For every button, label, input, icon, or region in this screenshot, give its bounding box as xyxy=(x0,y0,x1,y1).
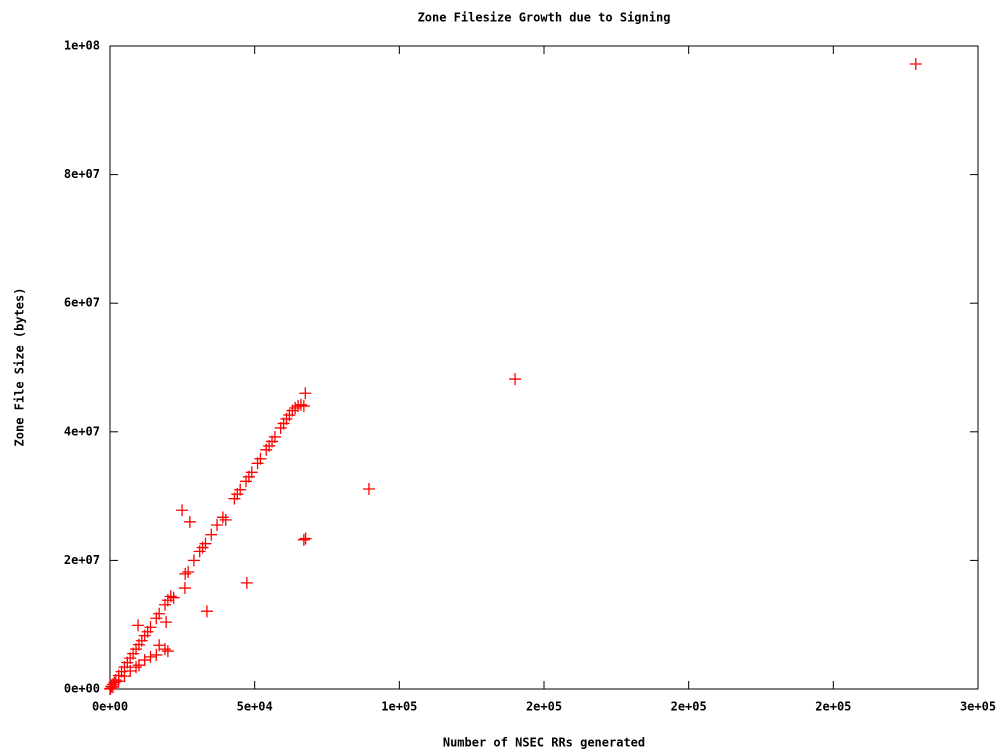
point xyxy=(138,654,151,667)
point xyxy=(183,515,196,528)
point xyxy=(164,590,177,603)
y-tick-label: 0e+00 xyxy=(64,682,100,696)
y-tick-label: 2e+07 xyxy=(64,553,100,567)
x-tick-label: 2e+05 xyxy=(526,700,562,714)
point xyxy=(909,58,922,71)
point xyxy=(187,554,200,567)
point xyxy=(160,616,173,629)
chart-title: Zone Filesize Growth due to Signing xyxy=(418,11,671,25)
point xyxy=(240,576,253,589)
plot-frame xyxy=(109,45,979,690)
point xyxy=(130,661,143,674)
point xyxy=(216,511,229,524)
point xyxy=(106,681,119,694)
point xyxy=(205,528,218,541)
point xyxy=(182,565,195,578)
point xyxy=(297,533,310,546)
point xyxy=(144,621,157,634)
x-tick-label: 1e+05 xyxy=(381,700,417,714)
point xyxy=(219,513,232,526)
point xyxy=(112,675,125,688)
point xyxy=(509,373,522,386)
y-tick-label: 4e+07 xyxy=(64,424,100,438)
point xyxy=(135,634,148,647)
point xyxy=(153,607,166,620)
point xyxy=(362,483,375,496)
point xyxy=(200,605,213,618)
point xyxy=(132,619,145,632)
point xyxy=(132,659,145,672)
y-tick-label: 1e+08 xyxy=(64,39,100,53)
point xyxy=(245,466,258,479)
point xyxy=(289,402,302,415)
x-tick-label: 2e+05 xyxy=(671,700,707,714)
point xyxy=(294,398,307,411)
point xyxy=(211,519,224,532)
x-axis-label: Number of NSEC RRs generated xyxy=(443,736,645,750)
point xyxy=(199,537,212,550)
x-tick-label: 5e+04 xyxy=(237,700,273,714)
point xyxy=(268,430,281,443)
point xyxy=(254,452,267,465)
point xyxy=(167,591,180,604)
point xyxy=(234,483,247,496)
point xyxy=(144,650,157,663)
point xyxy=(299,387,312,400)
x-tick-label: 2e+05 xyxy=(815,700,851,714)
y-tick-label: 6e+07 xyxy=(64,296,100,310)
point xyxy=(299,532,312,545)
y-axis-label: Zone File Size (bytes) xyxy=(13,288,27,447)
point xyxy=(158,643,171,656)
point xyxy=(179,567,192,580)
point xyxy=(150,648,163,661)
point xyxy=(297,400,310,413)
y-tick-label: 8e+07 xyxy=(64,167,100,181)
point xyxy=(118,670,131,683)
x-tick-label: 3e+05 xyxy=(960,700,996,714)
point xyxy=(176,504,189,517)
point xyxy=(161,645,174,658)
point xyxy=(178,582,191,595)
x-tick-label: 0e+00 xyxy=(92,700,128,714)
